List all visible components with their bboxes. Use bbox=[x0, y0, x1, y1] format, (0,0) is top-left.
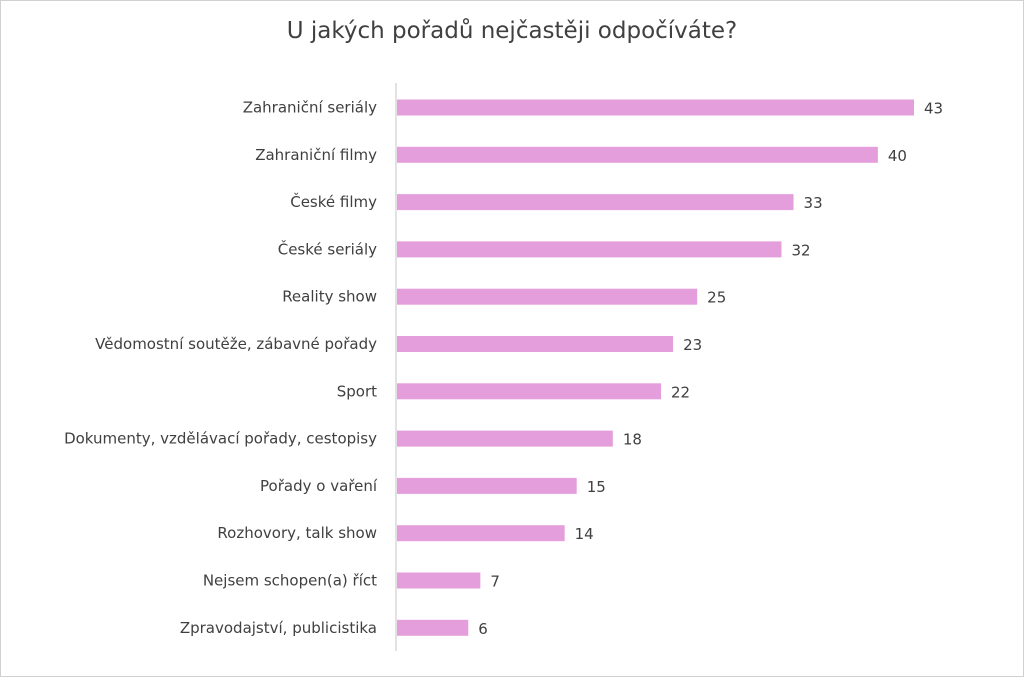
bar bbox=[397, 146, 878, 163]
bar bbox=[397, 194, 794, 211]
category-label: Reality show bbox=[282, 288, 377, 306]
data-label: 43 bbox=[924, 100, 943, 118]
category-label: Sport bbox=[337, 382, 377, 400]
data-label: 32 bbox=[791, 241, 810, 259]
category-label: Vědomostní soutěže, zábavné pořady bbox=[95, 335, 377, 353]
bar bbox=[397, 336, 674, 352]
category-label: Pořady o vaření bbox=[260, 477, 378, 495]
category-label: Zahraniční filmy bbox=[255, 146, 377, 164]
data-label: 14 bbox=[575, 525, 594, 543]
bar bbox=[397, 383, 662, 400]
bar bbox=[397, 619, 469, 636]
data-label: 18 bbox=[623, 431, 642, 449]
category-label: Dokumenty, vzdělávací pořady, cestopisy bbox=[64, 430, 377, 448]
bar bbox=[397, 430, 613, 447]
category-label: Rozhovory, talk show bbox=[217, 524, 377, 542]
bar bbox=[397, 99, 914, 116]
category-label: Zpravodajství, publicistika bbox=[180, 619, 377, 637]
bar bbox=[397, 525, 565, 542]
data-label: 15 bbox=[587, 478, 606, 496]
chart-title: U jakých pořadů nejčastěji odpočíváte? bbox=[286, 18, 738, 44]
category-label: České seriály bbox=[278, 239, 377, 258]
data-label: 25 bbox=[707, 289, 726, 307]
bar bbox=[397, 241, 782, 258]
category-label: České filmy bbox=[290, 192, 377, 211]
data-label: 6 bbox=[478, 620, 488, 638]
category-label: Zahraniční seriály bbox=[243, 99, 377, 117]
data-label: 22 bbox=[671, 383, 690, 401]
data-label: 40 bbox=[888, 147, 907, 165]
data-label: 23 bbox=[683, 336, 702, 354]
bar bbox=[397, 572, 481, 589]
data-label: 7 bbox=[490, 573, 500, 591]
bar bbox=[397, 477, 577, 494]
data-label: 33 bbox=[804, 194, 823, 212]
category-label: Nejsem schopen(a) říct bbox=[203, 572, 377, 590]
bar bbox=[397, 288, 698, 305]
